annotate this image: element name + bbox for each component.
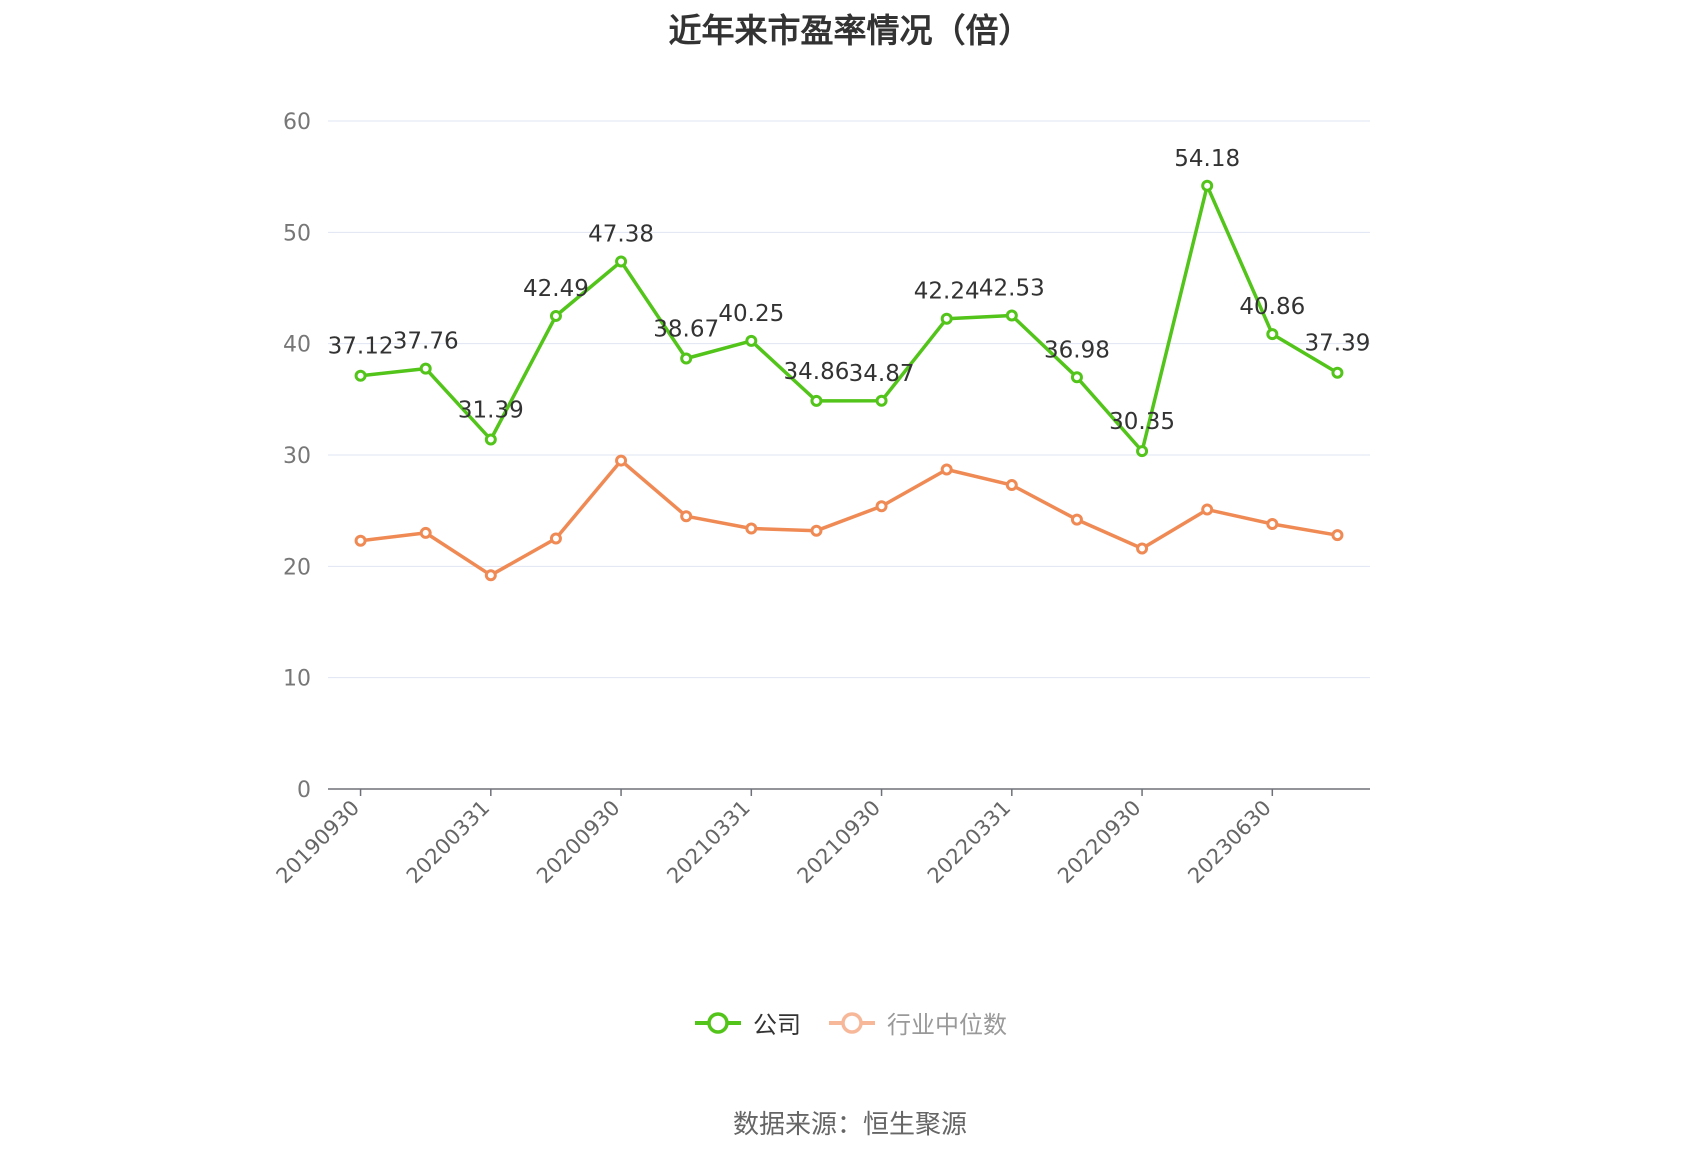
series-1-point-5: [680, 510, 693, 523]
y-tick-label-30: 30: [283, 444, 311, 469]
data-label-0-12: 30.35: [1109, 409, 1175, 435]
legend-company-label: 公司: [753, 1011, 801, 1039]
series-0-point-13: [1201, 179, 1214, 192]
series-0-point-0: [354, 369, 367, 382]
y-tick-label-40: 40: [283, 333, 311, 358]
x-tick-label-20210331: 20210331: [662, 796, 755, 889]
data-label-0-8: 34.87: [849, 361, 915, 387]
series-line-0: [360, 184, 1339, 453]
legend-industry-marker-icon: [829, 1011, 875, 1034]
series-1-point-2: [484, 569, 497, 582]
series-1-point-0: [354, 534, 367, 547]
series-lines: [354, 179, 1344, 582]
data-label-0-13: 54.18: [1174, 146, 1240, 172]
series-0-point-7: [810, 394, 823, 407]
series-1-point-6: [745, 522, 758, 535]
series-0-point-15: [1331, 366, 1344, 379]
series-1-point-10: [1005, 479, 1018, 492]
data-label-0-7: 34.86: [784, 359, 850, 385]
data-label-0-10: 42.53: [979, 275, 1045, 301]
legend: 公司 行业中位数: [0, 1005, 1700, 1040]
legend-industry-label: 行业中位数: [887, 1011, 1007, 1039]
y-tick-label-0: 0: [297, 778, 311, 803]
x-tick-label-20220331: 20220331: [923, 796, 1016, 889]
series-1-point-7: [810, 524, 823, 537]
series-1-point-15: [1331, 529, 1344, 542]
x-tick-label-20210930: 20210930: [793, 796, 886, 889]
series-0-point-5: [680, 352, 693, 365]
data-label-0-6: 40.25: [718, 301, 784, 327]
series-0-point-2: [484, 433, 497, 446]
legend-company-marker-icon: [695, 1011, 741, 1034]
legend-item-company[interactable]: 公司: [693, 1005, 801, 1040]
series-0-point-8: [875, 394, 888, 407]
data-label-0-14: 40.86: [1239, 294, 1305, 320]
chart-title: 近年来市盈率情况（倍）: [668, 11, 1032, 50]
series-1-point-9: [940, 463, 953, 476]
x-tick-label-20190930: 20190930: [272, 796, 365, 889]
grid-lines: [328, 120, 1370, 679]
series-1-point-14: [1266, 518, 1279, 531]
x-tick-label-20200930: 20200930: [532, 796, 625, 889]
y-tick-label-20: 20: [283, 555, 311, 580]
series-0-point-9: [940, 312, 953, 325]
data-label-0-4: 47.38: [588, 222, 654, 248]
x-tick-label-20220930: 20220930: [1053, 796, 1146, 889]
data-label-0-15: 37.39: [1305, 331, 1371, 357]
series-1-point-3: [549, 532, 562, 545]
series-0-point-12: [1136, 445, 1149, 458]
y-tick-label-50: 50: [283, 221, 311, 246]
data-label-0-0: 37.12: [328, 334, 394, 360]
series-0-point-6: [745, 334, 758, 347]
series-line-1: [360, 458, 1338, 577]
data-label-0-1: 37.76: [393, 329, 459, 355]
series-0-point-10: [1005, 309, 1018, 322]
series-1-point-1: [419, 526, 432, 539]
series-0-point-14: [1266, 328, 1279, 341]
data-label-0-9: 42.24: [914, 279, 980, 305]
legend-item-industry-median[interactable]: 行业中位数: [827, 1005, 1007, 1040]
data-label-0-2: 31.39: [458, 398, 524, 424]
data-label-0-11: 36.98: [1044, 337, 1110, 363]
y-tick-label-10: 10: [283, 667, 311, 692]
series-0-point-1: [419, 362, 432, 375]
series-0-point-11: [1070, 371, 1083, 384]
y-tick-label-60: 60: [283, 110, 311, 135]
x-tick-label-20200331: 20200331: [402, 796, 495, 889]
data-label-0-3: 42.49: [523, 276, 589, 302]
data-label-0-5: 38.67: [653, 316, 719, 342]
series-0-point-4: [615, 255, 628, 268]
series-1-point-12: [1136, 542, 1149, 555]
series-1-point-4: [615, 454, 628, 467]
source-note: 数据来源：恒生聚源: [732, 1110, 967, 1140]
axes: 0 10 20 30 40 50 60 20190930 20200331 20200930 202…: [272, 110, 1370, 888]
series-1-point-8: [875, 500, 888, 513]
x-tick-label-20230630: 20230630: [1183, 796, 1276, 889]
series-1-point-11: [1070, 513, 1083, 526]
series-0-point-3: [549, 309, 562, 322]
series-1-point-13: [1201, 503, 1214, 516]
